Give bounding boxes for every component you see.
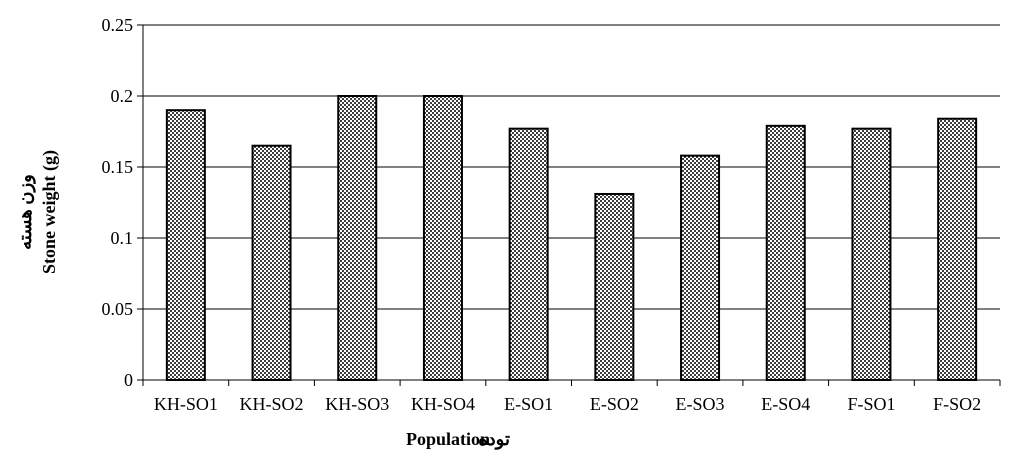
y-tick-label: 0.25: [102, 15, 134, 35]
y-axis-title: Stone weight (g): [39, 150, 60, 274]
y-tick-label: 0.05: [102, 299, 134, 319]
x-tick-label: KH-SO2: [240, 394, 304, 414]
x-tick-label: KH-SO4: [411, 394, 475, 414]
x-tick-labels: KH-SO1 KH-SO2 KH-SO3 KH-SO4 E-SO1 E-SO2 E-SO3 E…: [142, 380, 1001, 414]
bar-f-so1: [851, 127, 892, 381]
bar-e-so1: [508, 127, 549, 381]
y-axis-title-fa: وزن هسته: [15, 174, 36, 250]
y-tick-label: 0.15: [102, 157, 134, 177]
x-tick-label: F-SO1: [847, 394, 895, 414]
bar-f-so2: [937, 117, 978, 381]
x-tick-label: E-SO3: [676, 394, 725, 414]
bar-e-so2: [594, 192, 635, 381]
x-tick-label: E-SO4: [761, 394, 810, 414]
y-tick-label: 0.1: [111, 228, 134, 248]
y-tick-label: 0.2: [111, 86, 134, 106]
x-tick-label: KH-SO1: [154, 394, 218, 414]
bar-kh-so3: [337, 95, 378, 381]
y-tick-labels: 0 0.05 0.1 0.15 0.2 0.25: [102, 15, 143, 390]
x-tick-label: KH-SO3: [325, 394, 389, 414]
bar-e-so3: [680, 154, 721, 381]
bars: [165, 95, 978, 381]
bar-kh-so2: [251, 144, 292, 381]
x-axis-title-fa: توده: [478, 429, 510, 450]
x-axis-title: Population: [406, 429, 490, 449]
x-tick-label: E-SO2: [590, 394, 639, 414]
bar-kh-so4: [422, 95, 463, 381]
y-tick-label: 0: [124, 370, 133, 390]
x-tick-label: F-SO2: [933, 394, 981, 414]
bar-kh-so1: [165, 109, 206, 381]
bar-e-so4: [765, 124, 806, 381]
x-tick-label: E-SO1: [504, 394, 553, 414]
